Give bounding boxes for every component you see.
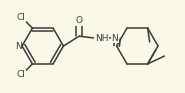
Text: Cl: Cl xyxy=(16,13,25,22)
Text: NH: NH xyxy=(95,34,109,43)
Text: N: N xyxy=(111,34,118,43)
Text: N: N xyxy=(15,41,21,50)
Text: O: O xyxy=(76,16,83,25)
Text: Cl: Cl xyxy=(16,70,25,79)
